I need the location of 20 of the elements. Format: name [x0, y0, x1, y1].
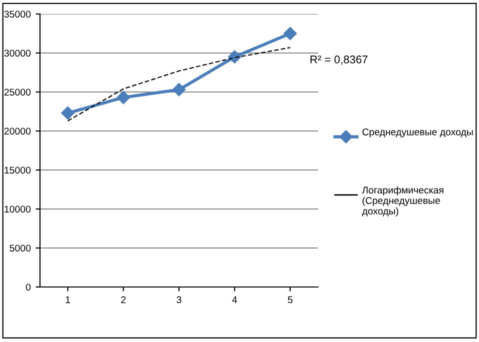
y-tick-label: 35000 [4, 10, 31, 18]
legend-label: Логарифмическая (Среднедушевые доходы) [362, 186, 444, 216]
x-tick-label: 1 [66, 296, 70, 304]
point [116, 90, 130, 104]
y-tick-label: 20000 [4, 128, 31, 135]
point [172, 83, 186, 96]
annotation: R² = 0,8367 [310, 56, 368, 65]
x-tick-label: 4 [232, 296, 238, 304]
y-tick-label: 15000 [4, 166, 31, 174]
x-tick-label: 3 [176, 296, 182, 304]
y-tick-label: 0 [26, 284, 31, 291]
y-tick-label: 25000 [4, 88, 31, 96]
y-tick-label: 10000 [4, 206, 31, 213]
x-tick-label: 5 [288, 296, 292, 304]
y-tick-label: 30000 [4, 50, 31, 57]
point [61, 106, 74, 120]
x-tick-label: 2 [121, 296, 126, 304]
y-tick-label: 5000 [10, 244, 31, 252]
point [284, 26, 297, 40]
legend-label: Среднедушевые доходы [362, 128, 473, 138]
